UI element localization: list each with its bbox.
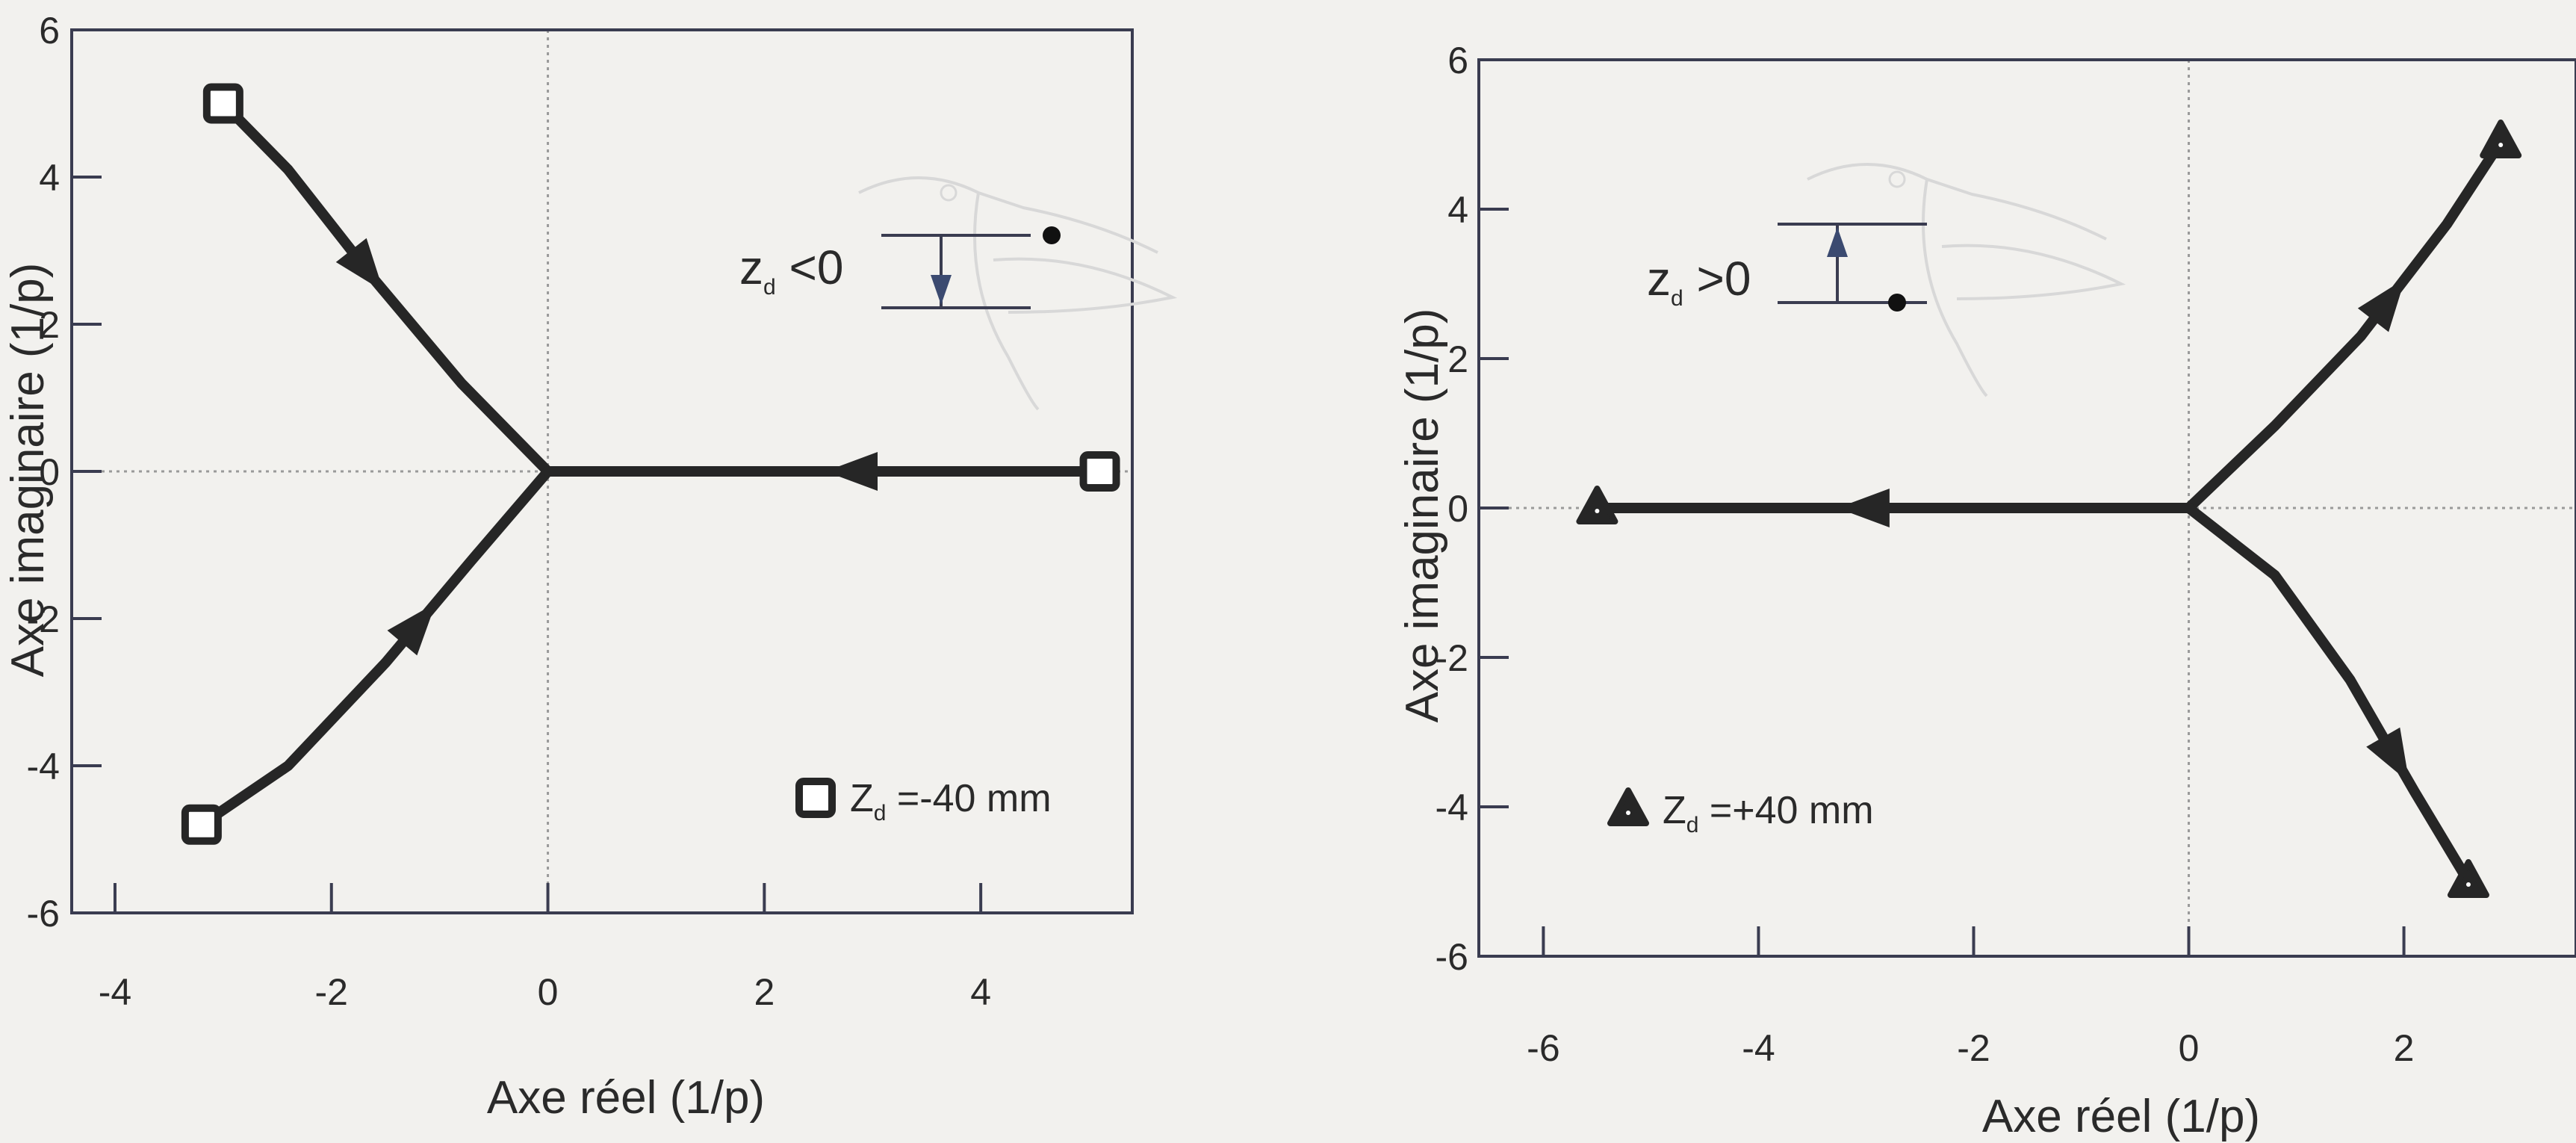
inset-offset-lines [1778, 223, 1927, 312]
y-tick-label: -6 [1436, 936, 1468, 978]
bird-wing [1941, 244, 2126, 300]
legend-label: Zd =+40 mm [1663, 789, 1874, 837]
triangle-marker-dot [2498, 143, 2504, 147]
y-tick-label: -2 [1436, 637, 1468, 679]
x-tick-label: 0 [2179, 1027, 2200, 1069]
locus-branches [196, 98, 1105, 830]
square-marker [181, 804, 222, 845]
locus-branches [1592, 137, 2507, 887]
triangle-marker [1576, 486, 1618, 524]
direction-arrow [825, 452, 878, 491]
square-marker [202, 83, 243, 124]
triangle-marker-dot [2465, 882, 2471, 887]
triangle-marker-dot [1595, 509, 1600, 513]
x-tick-label: 2 [754, 971, 775, 1013]
locus-branch [2183, 503, 2474, 887]
locus-branch [2183, 137, 2507, 513]
direction-arrow [1837, 489, 1890, 527]
inset-bird-diagram: zd <0 [739, 176, 1178, 411]
y-tick-label: 2 [39, 304, 60, 346]
y-axis-title: Axe imaginaire (1/p) [2, 263, 54, 678]
y-tick-label: 2 [1447, 338, 1468, 380]
inset-arrow-up-icon [1827, 227, 1848, 257]
legend: Zd =+40 mm [1607, 787, 1874, 837]
direction-arrow [2366, 727, 2409, 783]
legend-triangle-marker [1607, 787, 1649, 826]
y-tick-label: -6 [27, 893, 60, 935]
bird-outline [1807, 163, 2107, 241]
bird-eye [1888, 170, 1906, 188]
y-tick-label: -2 [27, 598, 60, 640]
inset-dot [1043, 226, 1061, 244]
legend-triangle-icon [1607, 787, 1649, 826]
triangle-marker [2480, 120, 2522, 158]
locus-branch [196, 466, 553, 830]
bird-eye [940, 184, 958, 202]
legend-label: Zd =-40 mm [850, 777, 1052, 826]
bird-outline [858, 176, 1158, 254]
x-axis-title: Axe réel (1/p) [1982, 1091, 2260, 1142]
y-tick-label: -4 [27, 746, 60, 787]
y-axis-title: Axe imaginaire (1/p) [1397, 309, 1448, 723]
legend-square-icon [795, 778, 836, 818]
y-tick-label: 6 [39, 10, 60, 52]
direction-arrow [387, 603, 436, 656]
tick-labels: 6 4 2 0 -2 -4 -6 -4 -2 0 2 4 [27, 10, 992, 1013]
inset-bird-diagram: zd >0 [1647, 163, 2126, 397]
x-tick-label: 4 [970, 971, 991, 1013]
x-tick-label: -4 [1742, 1027, 1775, 1069]
plot-frame [1477, 58, 2576, 958]
triangle-marker [2447, 859, 2489, 898]
chart-zd-negative: 6 4 2 0 -2 -4 -6 -4 -2 0 2 4 zd <0 Zd =-40 mm Axe r… [2, 10, 1178, 1124]
y-tick-label: 6 [1447, 40, 1468, 81]
x-tick-label: -6 [1527, 1027, 1559, 1069]
x-axis-title: Axe réel (1/p) [487, 1072, 765, 1124]
x-tick-label: -2 [1957, 1027, 1990, 1069]
inset-label: zd >0 [1647, 252, 1751, 311]
inset-arrow-down-icon [931, 275, 952, 305]
y-tick-label: 0 [39, 451, 60, 493]
x-tick-label: -4 [99, 971, 131, 1013]
inset-label: zd <0 [739, 241, 843, 300]
inset-offset-lines [881, 226, 1061, 309]
square-marker [1079, 451, 1120, 492]
direction-arrow [2357, 278, 2406, 332]
bird-wing [993, 257, 1178, 314]
x-tick-label: 0 [538, 971, 559, 1013]
axis-ticks [72, 176, 983, 913]
inset-dot [1888, 294, 1906, 312]
plot-frame [70, 28, 1134, 914]
y-tick-label: -4 [1436, 787, 1468, 828]
locus-markers [181, 83, 1120, 845]
axis-ticks [1479, 208, 2406, 956]
chart-zd-positive: 6 4 2 0 -2 -4 -6 -6 -4 -2 0 2 zd >0 Zd =+40 mm Axe … [1397, 40, 2576, 1142]
legend-triangle-marker-dot [1626, 811, 1630, 815]
locus-markers [1576, 120, 2522, 898]
direction-arrow [335, 238, 384, 291]
x-tick-label: 2 [2394, 1027, 2415, 1069]
tick-labels: 6 4 2 0 -2 -4 -6 -6 -4 -2 0 2 [1436, 40, 2415, 1069]
y-tick-label: 0 [1447, 488, 1468, 530]
legend: Zd =-40 mm [795, 777, 1052, 826]
legend-square-marker [795, 778, 836, 818]
x-tick-label: -2 [315, 971, 348, 1013]
y-tick-label: 4 [39, 157, 60, 199]
y-tick-label: 4 [1447, 189, 1468, 231]
